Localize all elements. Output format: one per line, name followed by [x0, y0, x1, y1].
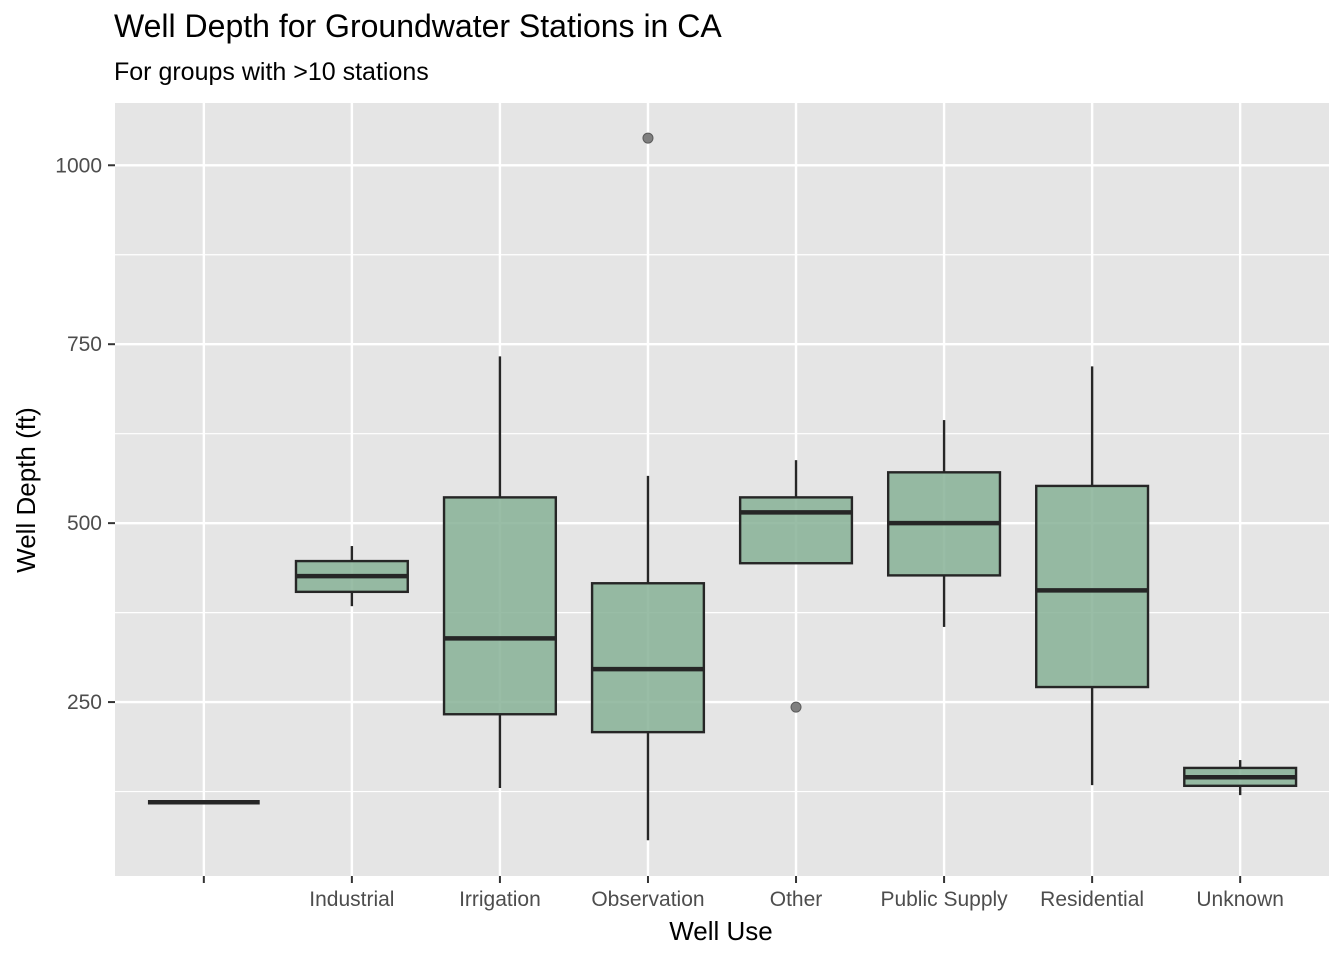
x-tick-label: Residential	[1040, 888, 1144, 911]
y-axis: 250 500 750 1000	[55, 154, 115, 714]
grid-major	[115, 103, 1329, 876]
y-tick-label: 750	[67, 333, 102, 356]
x-tick-label: Industrial	[309, 888, 394, 911]
x-tick-label: Other	[770, 888, 823, 911]
x-axis-title: Well Use	[669, 916, 773, 946]
box-iqr	[590, 582, 706, 734]
box-other	[738, 460, 854, 713]
chart-subtitle: For groups with >10 stations	[114, 58, 429, 86]
x-axis: Industrial Irrigation Observation Other Publ…	[202, 876, 1284, 911]
y-tick-label: 500	[67, 512, 102, 535]
grid-minor	[115, 254, 1329, 793]
box-residential	[1035, 366, 1150, 786]
y-tick-label: 250	[67, 691, 102, 714]
box-unknown	[1183, 760, 1298, 796]
box-irrigation	[442, 356, 558, 788]
x-tick-label: Unknown	[1196, 888, 1284, 911]
box-public-supply	[886, 420, 1002, 627]
x-tick-label: Irrigation	[459, 888, 541, 911]
box-iqr	[738, 496, 854, 565]
boxes	[147, 132, 1298, 841]
outlier-point	[790, 701, 802, 713]
box-iqr	[442, 496, 558, 716]
x-tick-label: Public Supply	[880, 888, 1008, 911]
box-iqr	[1035, 484, 1150, 689]
outlier-point	[642, 132, 654, 144]
chart-title: Well Depth for Groundwater Stations in C…	[114, 8, 722, 44]
y-axis-title: Well Depth (ft)	[11, 407, 41, 573]
x-tick-label: Observation	[591, 888, 704, 911]
box-industrial	[294, 546, 409, 607]
box-observation	[590, 132, 706, 841]
y-tick-label: 1000	[55, 154, 102, 177]
